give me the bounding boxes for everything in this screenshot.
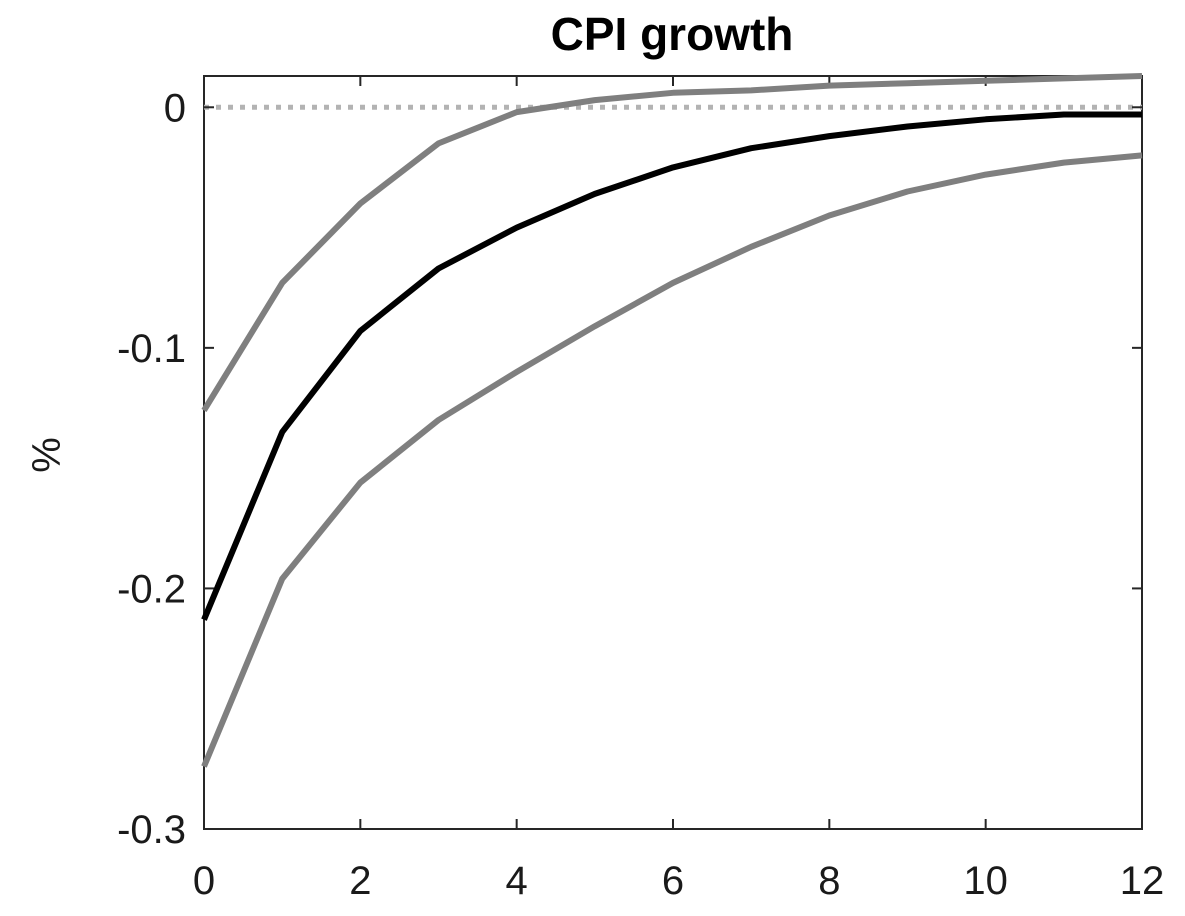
x-tick-label: 10: [963, 859, 1008, 903]
y-axis-label: %: [25, 437, 69, 473]
plot-frame: [203, 75, 1143, 830]
y-tick-label: -0.1: [117, 327, 186, 371]
x-tick-label: 4: [506, 859, 528, 903]
y-tick-label: -0.3: [117, 808, 186, 852]
y-tick-label: 0: [164, 86, 186, 130]
x-tick-label: 12: [1120, 859, 1165, 903]
plot-area: 0 2 4 6 8 10 12 0 -0.1 -0.2 -0.3: [117, 73, 1165, 903]
lower-band-line: [201, 152, 1143, 768]
median-line: [201, 111, 1142, 621]
x-tick-label: 6: [662, 859, 684, 903]
x-tick-label: 2: [349, 859, 371, 903]
upper-band-line: [201, 73, 1143, 412]
chart-title: CPI growth: [551, 8, 794, 60]
y-tick-label: -0.2: [117, 567, 186, 611]
x-tick-label: 8: [818, 859, 840, 903]
x-tick-label: 0: [193, 859, 215, 903]
